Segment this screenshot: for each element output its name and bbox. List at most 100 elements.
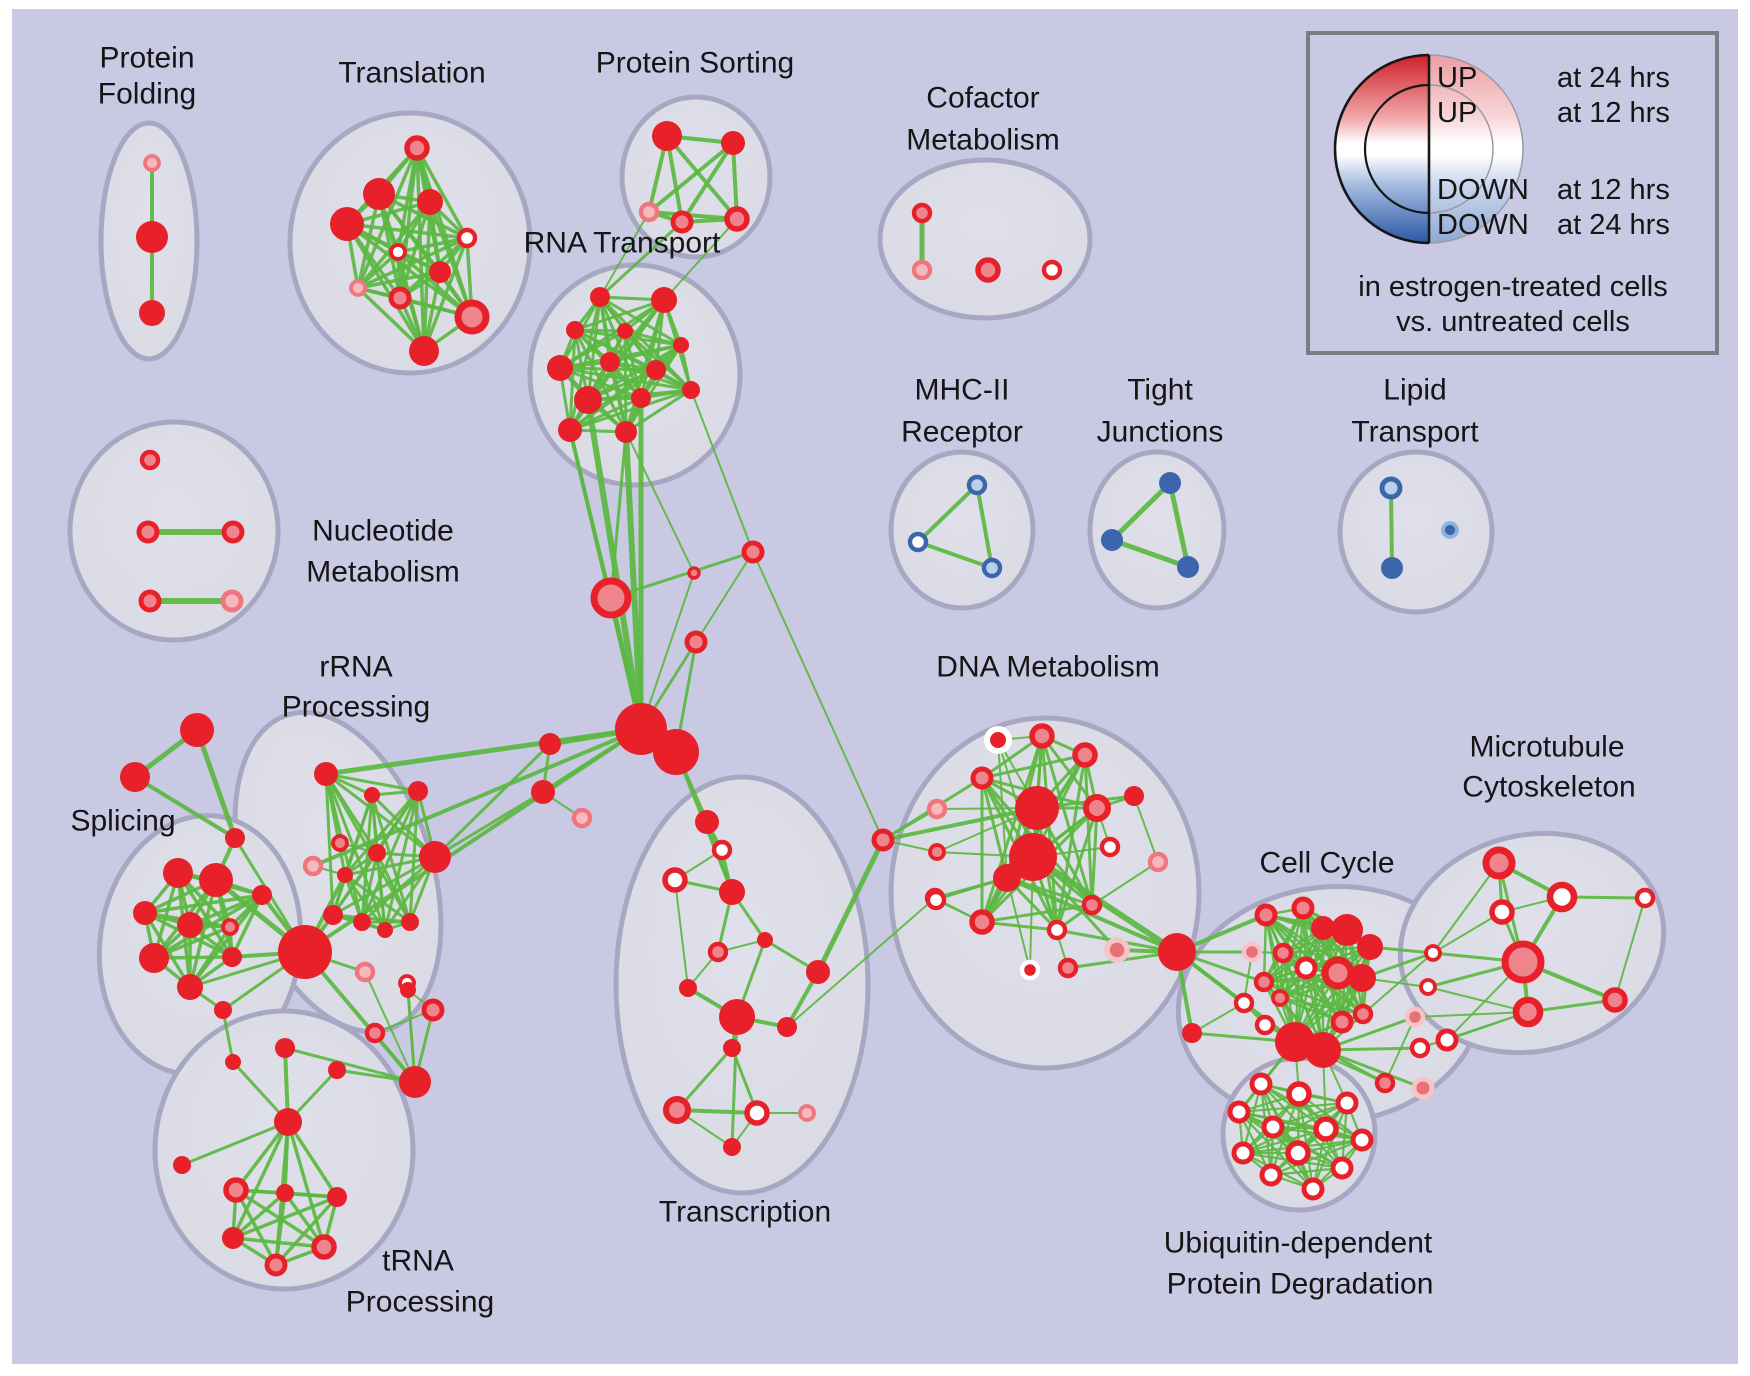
gene-node-tc2 [711, 839, 733, 861]
gene-node-mt4 [1501, 940, 1545, 984]
edge-rt5-rt13 [624, 343, 683, 434]
gene-node-hb1 [615, 703, 667, 755]
gene-node-rr9 [323, 905, 343, 925]
edge-ub4-ub7 [1237, 1110, 1364, 1142]
gene-node-cc14 [1254, 1014, 1276, 1036]
gene-node-dm9 [1082, 793, 1112, 823]
gene-node-tc12 [662, 1095, 692, 1125]
gene-node-lt1 [1379, 476, 1403, 500]
gene-node-dm18 [1019, 959, 1041, 981]
gene-node-ub10 [1330, 1156, 1354, 1180]
edge-sp4-sp8 [230, 893, 264, 959]
gene-node-tn3 [223, 1177, 249, 1203]
gene-node-pf3 [139, 300, 165, 326]
gene-node-tc3 [662, 867, 688, 893]
gene-node-tj3 [1177, 556, 1199, 578]
cluster-label-trna-processing-1: Processing [346, 1286, 494, 1319]
gene-node-dm12 [928, 843, 946, 861]
gene-node-sp9 [177, 974, 203, 1000]
edge-ub3-ub4 [1237, 1101, 1349, 1114]
edge-rt4-rt5 [623, 329, 683, 347]
edge-ps5-rt2 [663, 218, 738, 301]
gene-node-rt9 [574, 386, 602, 414]
legend-outer-ring-left [1333, 53, 1430, 245]
edge-cn1-cn3 [609, 550, 755, 600]
edge-tn1-tn7 [286, 1120, 326, 1249]
gene-node-nm5 [220, 589, 244, 613]
cluster-label-transcription-0: Transcription [659, 1196, 831, 1229]
gene-node-cc21 [1411, 1076, 1435, 1100]
edge-ub7-ub11 [1269, 1138, 1364, 1177]
gene-node-mt6 [1602, 987, 1628, 1013]
gene-node-rr4 [331, 834, 349, 852]
edge-tr4-tr10 [345, 222, 474, 319]
legend-circle-right-half [1429, 55, 1523, 243]
gene-node-lt3 [1441, 521, 1459, 539]
gene-node-cc15 [1271, 989, 1289, 1007]
gene-node-mt3 [1489, 899, 1515, 925]
gene-node-dm20 [1104, 937, 1130, 963]
edge-tc8-tc15 [730, 1015, 739, 1149]
gene-node-cm1 [911, 202, 933, 224]
edge-rt5-rt7 [608, 343, 683, 364]
gene-node-cn3 [590, 577, 632, 619]
cluster-label-rrna-processing-1: Processing [282, 691, 430, 724]
gene-node-dm16 [1081, 894, 1103, 916]
cluster-label-lipid-transport-1: Transport [1351, 416, 1479, 449]
gene-node-cc12 [1253, 971, 1275, 993]
gene-node-cc16 [1275, 1022, 1315, 1062]
gene-node-dm13 [925, 889, 947, 911]
gene-node-cc6 [1357, 934, 1383, 960]
gene-node-tb4 [364, 1022, 386, 1044]
gene-node-cm2 [911, 259, 933, 281]
gene-node-rr11 [377, 922, 393, 938]
gene-node-pf2 [136, 221, 168, 253]
edge-tn1-tn6 [231, 1120, 290, 1240]
gene-node-ub4 [1227, 1100, 1251, 1124]
gene-node-sp1 [163, 858, 193, 888]
gene-node-dm14 [969, 909, 995, 935]
gene-node-rr15 [399, 1066, 431, 1098]
cluster-label-trna-processing-0: tRNA [382, 1245, 454, 1278]
gene-node-mb4 [1409, 1037, 1431, 1059]
edge-ps2-ps3 [647, 141, 735, 214]
edge-mb1-mt1 [1432, 862, 1500, 954]
legend-footer-line-1: vs. untreated cells [1396, 306, 1630, 338]
edge-tn4-tn6 [231, 1191, 287, 1240]
gene-node-tr11 [409, 336, 439, 366]
gene-node-rt12 [558, 418, 582, 442]
gene-node-nm3 [221, 520, 245, 544]
edge-hb1-rr1 [323, 726, 644, 777]
legend-direction-label-1: UP [1437, 97, 1477, 129]
gene-node-rr12 [401, 913, 419, 931]
legend-direction-label-3: DOWN [1437, 209, 1529, 241]
gene-node-dm5 [926, 798, 948, 820]
gene-node-dm21 [1158, 933, 1196, 971]
gene-node-tb5 [400, 982, 416, 998]
gene-node-mh2 [907, 531, 929, 553]
gene-node-tr8 [349, 279, 367, 297]
gene-node-cc10 [1321, 956, 1355, 990]
gene-node-mb3 [1404, 1006, 1426, 1028]
edge-d0-dm6 [881, 806, 1039, 842]
gene-node-rr6 [368, 844, 386, 862]
gene-node-cn2 [687, 566, 701, 580]
cluster-label-dna-metabolism-0: DNA Metabolism [936, 651, 1159, 684]
cluster-label-ubiquitin-degradation-0: Ubiquitin-dependent [1164, 1227, 1433, 1260]
gene-node-rr16 [278, 925, 332, 979]
edge-rr1-rr8 [324, 772, 437, 859]
gene-node-tc13 [744, 1100, 770, 1126]
gene-node-mt7 [1634, 887, 1656, 909]
gene-node-ps1 [652, 121, 682, 151]
cluster-label-mhc-ii-receptor-0: MHC-II [915, 374, 1010, 407]
gene-node-tc1 [695, 810, 719, 834]
edge-tc3-tc7 [674, 879, 689, 989]
edge-rr1-rr3 [324, 772, 420, 793]
gene-node-rr10 [353, 913, 371, 931]
gene-node-cc2 [1254, 903, 1278, 927]
gene-node-tn2 [173, 1156, 191, 1174]
gene-node-rr1 [314, 762, 338, 786]
cluster-label-splicing-0: Splicing [70, 805, 175, 838]
